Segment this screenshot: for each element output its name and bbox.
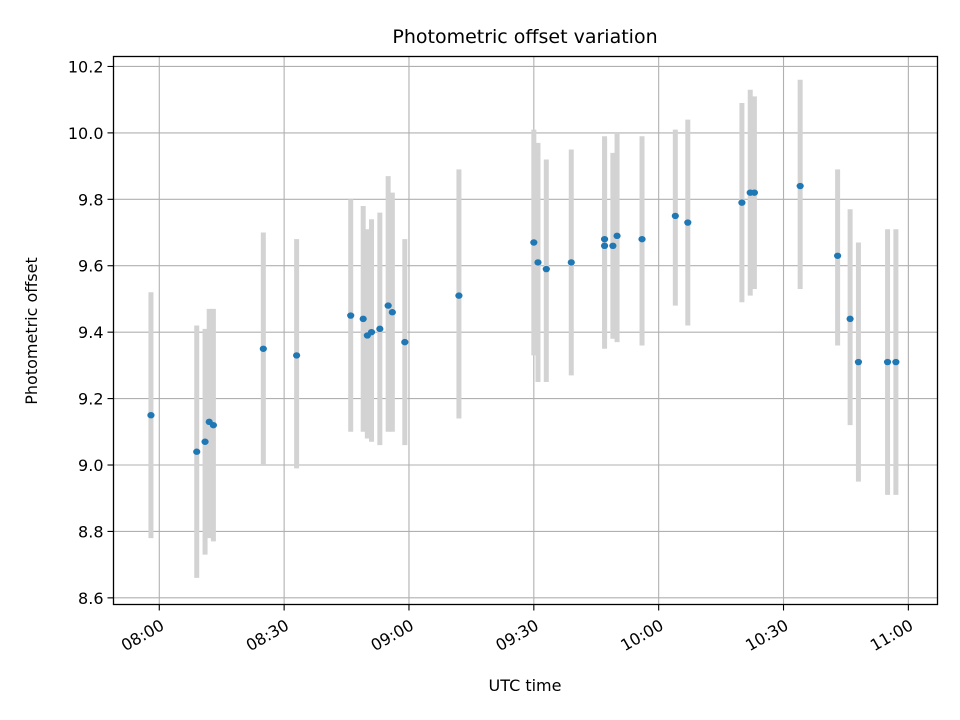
- data-point: [259, 345, 267, 352]
- y-tick-label: 9.6: [78, 257, 103, 276]
- y-tick-label: 10.2: [68, 57, 104, 76]
- data-point: [883, 358, 892, 366]
- data-point: [846, 315, 854, 323]
- plot-frame: [112, 55, 939, 606]
- data-point: [359, 315, 367, 323]
- y-tick-label: 9.0: [78, 456, 103, 475]
- data-point: [455, 292, 463, 299]
- y-axis-ticks: 8.6 8.8 9.0 9.2 9.4 9.6 9.8 10.0 10.2: [68, 57, 114, 608]
- data-point: [367, 328, 376, 336]
- y-tick-label: 10.0: [68, 124, 104, 143]
- data-point: [600, 242, 609, 250]
- data-point: [201, 438, 209, 445]
- data-point: [671, 212, 679, 220]
- data-point: [193, 448, 201, 455]
- data-point: [684, 219, 692, 226]
- data-point: [609, 242, 617, 250]
- data-point: [401, 338, 409, 346]
- data-point: [530, 239, 538, 246]
- chart-title: Photometric offset variation: [392, 26, 657, 48]
- data-point: [796, 182, 804, 190]
- data-point: [376, 325, 384, 333]
- data-point: [147, 411, 155, 419]
- data-point: [613, 232, 621, 240]
- data-point: [738, 199, 746, 206]
- x-axis-title: UTC time: [489, 676, 562, 695]
- data-point: [567, 259, 575, 266]
- data-points: [147, 182, 900, 455]
- data-point: [834, 252, 842, 259]
- data-point: [542, 265, 550, 273]
- data-point: [638, 235, 646, 243]
- data-point: [347, 312, 355, 319]
- data-point: [384, 302, 392, 309]
- y-tick-label: 9.2: [78, 390, 103, 409]
- data-point: [750, 189, 758, 196]
- y-tick-label: 9.8: [78, 190, 103, 209]
- data-point: [892, 358, 900, 366]
- data-point: [388, 309, 396, 316]
- y-tick-label: 8.6: [78, 589, 103, 608]
- data-point: [293, 352, 301, 359]
- y-axis-title: Photometric offset: [22, 257, 41, 405]
- data-point: [534, 259, 542, 266]
- y-tick-label: 8.8: [78, 522, 103, 541]
- data-point: [600, 235, 609, 243]
- y-tick-label: 9.4: [78, 323, 103, 342]
- data-point: [209, 421, 217, 429]
- data-point: [854, 358, 863, 366]
